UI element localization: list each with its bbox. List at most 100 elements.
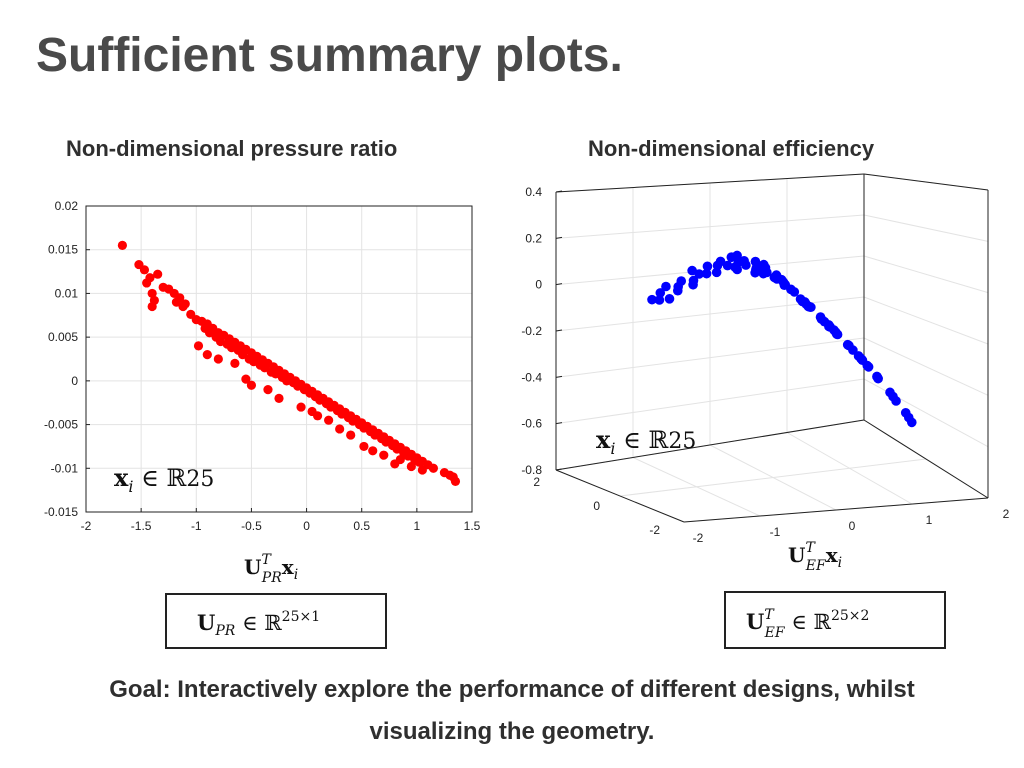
left-y-tick-label: 0.01 (55, 286, 79, 300)
left-y-tick-label: -0.01 (51, 461, 79, 475)
left-y-tick-label: -0.015 (44, 505, 78, 519)
right-data-point (873, 373, 883, 384)
right-data-point (661, 281, 671, 292)
left-data-point (117, 240, 127, 250)
left-data-point (230, 358, 240, 368)
left-points (117, 240, 461, 486)
footer-line-2: visualizing the geometry. (369, 718, 655, 745)
right-x-tick-label: 2 (1003, 507, 1010, 521)
right-data-point (907, 417, 917, 428)
left-y-tick-label: 0.015 (48, 243, 78, 257)
right-data-point (732, 264, 742, 275)
left-x-tick-label: -0.5 (241, 519, 262, 533)
right-y-tick-label: 0 (593, 499, 600, 513)
right-floor-grid (619, 458, 927, 497)
right-frame-edge (555, 173, 865, 193)
left-x-tick-label: -2 (81, 519, 92, 533)
right-data-point (726, 252, 737, 262)
right-data-point (702, 261, 713, 272)
right-z-tick-mark (555, 422, 563, 425)
right-data-point (688, 275, 699, 286)
left-data-point (263, 385, 273, 395)
right-z-tick-mark (555, 283, 563, 286)
pressure-ratio-scatter-chart: -2 -1.5 -1 -0.5 0 0.5 1 1.5 -0.015 -0.01 -0.005 0 0.… (44, 199, 481, 586)
left-data-point (390, 459, 400, 469)
left-ticks: -2 -1.5 -1 -0.5 0 0.5 1 1.5 -0.015 -0.01 -0.005 0 0.… (44, 199, 481, 533)
left-data-point (335, 424, 345, 434)
right-x-tick-label: 0 (849, 519, 856, 533)
right-grid-line-z2 (863, 214, 989, 242)
right-data-point (715, 256, 726, 267)
right-data-point (722, 260, 733, 271)
left-data-point (428, 463, 438, 473)
left-x-axis-label: UT PRxi (244, 552, 298, 586)
right-x-tick-label: 1 (926, 513, 933, 527)
right-z-tick-label: 0.2 (525, 231, 542, 245)
left-y-tick-label: -0.005 (44, 418, 78, 432)
left-data-point (274, 393, 284, 403)
right-z-tick-label: -0.2 (521, 324, 542, 338)
left-y-tick-label: 0.02 (55, 199, 79, 213)
svg-text:UPR ∈ ℝ25×1: UPR ∈ ℝ25×1 (197, 609, 320, 639)
left-data-point (379, 450, 389, 460)
right-data-point (789, 287, 800, 297)
left-data-point (193, 341, 204, 351)
left-data-point (147, 301, 157, 312)
right-grid-line-z2 (863, 337, 989, 396)
right-3d-axes (555, 173, 989, 523)
left-data-point (406, 461, 416, 472)
right-x-axis-label: UT EFxi (788, 540, 842, 574)
right-data-point (701, 268, 712, 279)
left-data-point (180, 299, 190, 309)
left-x-tick-label: 0 (303, 519, 310, 533)
right-data-point (694, 269, 704, 279)
right-data-point (655, 288, 666, 298)
left-data-point (359, 441, 369, 452)
left-x-tick-label: -1 (191, 519, 202, 533)
left-x-tick-label: 1.5 (464, 519, 481, 533)
efficiency-3d-scatter-chart: 0.4 0.2 0 -0.2 -0.4 -0.6 -0.8 -2 -1 0 1 2 2 0 -2 xi ∈ … (521, 173, 1010, 574)
right-data-point (654, 295, 665, 305)
left-data-point (246, 380, 257, 390)
right-data-point (891, 396, 901, 406)
right-data-point (676, 276, 687, 286)
left-y-tick-label: 0 (71, 374, 78, 388)
right-annotation: xi ∈ ℝ25 (596, 425, 696, 458)
left-data-point (153, 269, 163, 279)
left-data-point (346, 430, 356, 440)
slide-title: Sufficient summary plots. (36, 29, 623, 82)
right-data-point (848, 345, 858, 355)
right-data-point (857, 355, 868, 366)
right-data-point (797, 296, 808, 307)
left-plot-frame (85, 205, 473, 513)
right-frame-edge (555, 419, 865, 471)
right-z-tick-label: -0.6 (521, 417, 542, 431)
left-y-tick-label: 0.005 (48, 330, 78, 344)
right-chart-title: Non-dimensional efficiency (588, 136, 875, 161)
left-annotation: xi ∈ ℝ25 (114, 463, 214, 496)
right-y-tick-label: -2 (649, 523, 660, 537)
left-data-point (145, 273, 155, 283)
left-x-tick-label: 1 (414, 519, 421, 533)
left-x-tick-label: 0.5 (353, 519, 370, 533)
right-boxed-label: UT EF ∈ ℝ25×2 (724, 591, 946, 649)
right-data-point (829, 325, 839, 335)
right-data-point (815, 312, 826, 322)
left-data-point (313, 411, 323, 421)
right-frame-edge (863, 173, 989, 191)
right-data-point (647, 294, 657, 305)
right-data-point (750, 267, 760, 278)
right-z-tick-mark (555, 236, 563, 239)
right-z-tick-label: 0 (535, 278, 542, 292)
right-points (647, 250, 917, 428)
left-data-point (324, 415, 334, 425)
right-x-tick-label: -1 (770, 525, 781, 539)
right-data-point (776, 274, 787, 285)
left-data-point (147, 288, 157, 299)
left-data-point (450, 476, 461, 486)
right-data-point (739, 255, 749, 266)
left-data-point (241, 374, 251, 384)
right-grid-line-z2 (863, 255, 989, 294)
right-data-point (758, 259, 769, 270)
